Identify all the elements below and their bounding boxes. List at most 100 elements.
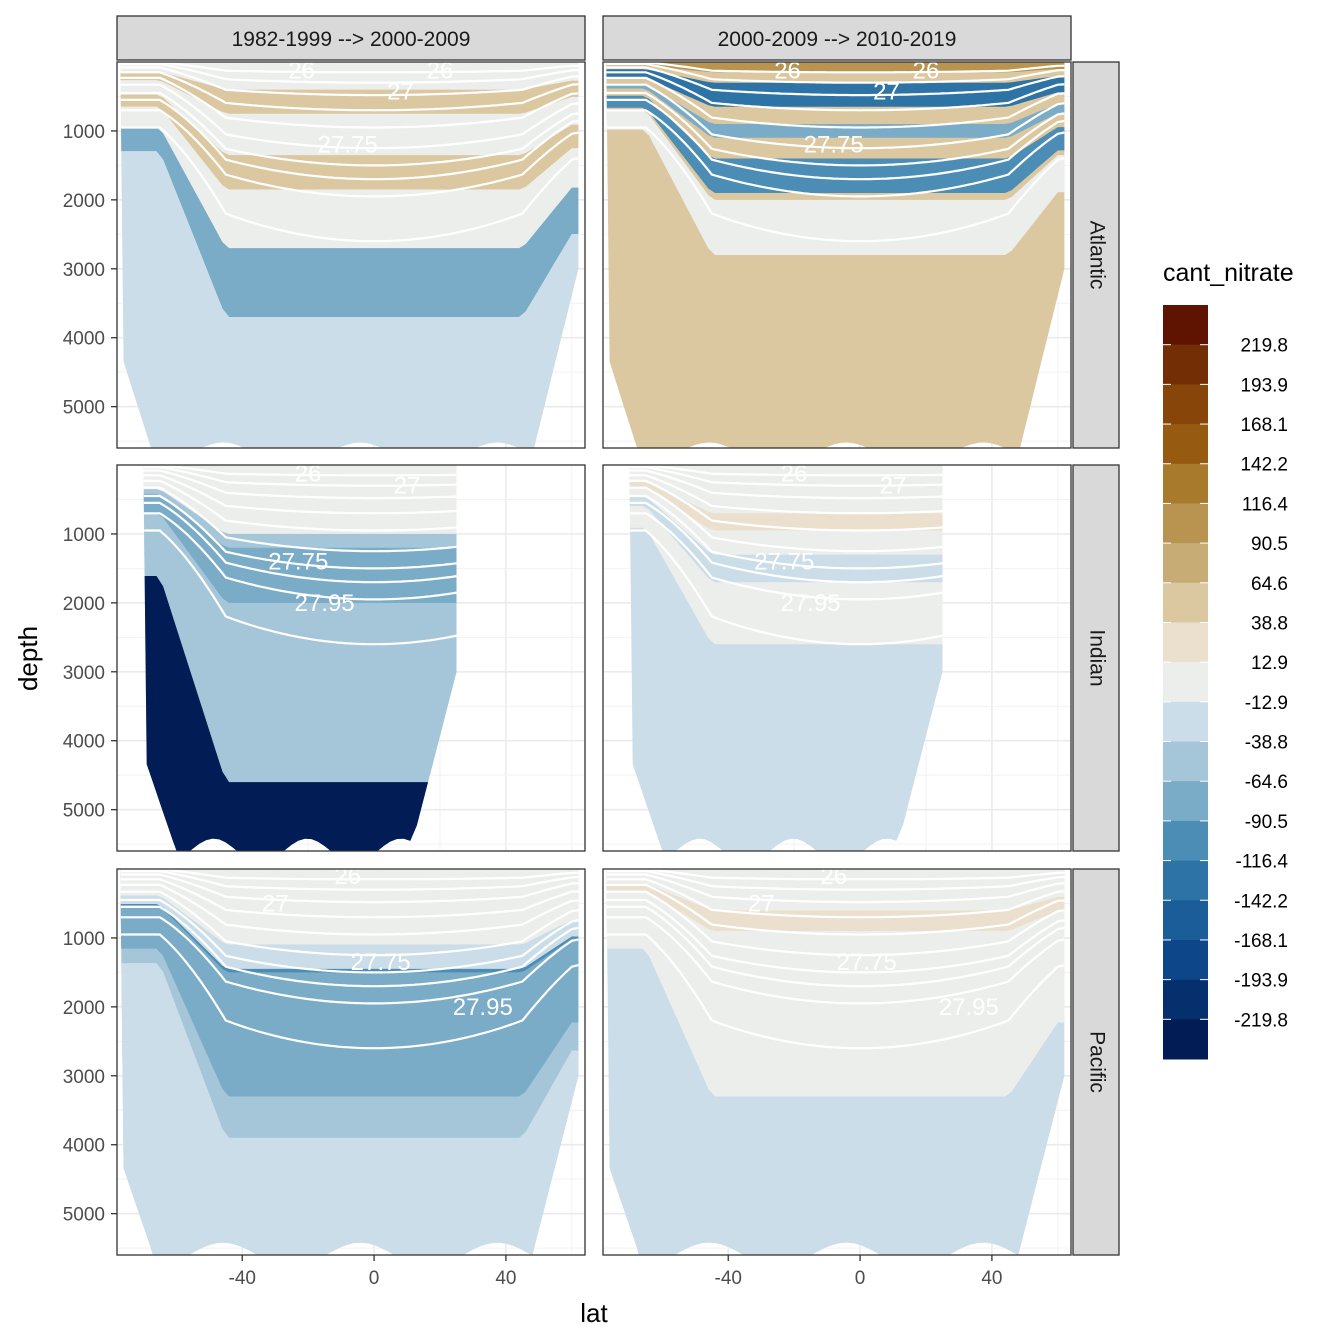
isopycnal-line bbox=[629, 494, 943, 570]
panel-pacific-1: 26 27 27.75 27.95 bbox=[602, 863, 1072, 1256]
isopycnal-line bbox=[120, 883, 579, 936]
isopycnal-line bbox=[606, 933, 1065, 1050]
contour-band bbox=[120, 94, 579, 190]
isopycnal-line bbox=[120, 898, 579, 974]
isopycnal-line bbox=[120, 62, 579, 84]
isopycnal-line bbox=[606, 71, 1065, 112]
section-fill bbox=[629, 465, 943, 851]
isopycnal-line bbox=[143, 486, 457, 553]
y-tick-label: 2000 bbox=[63, 191, 105, 212]
row-strip-indian bbox=[1072, 464, 1120, 852]
contour-band bbox=[120, 905, 579, 1097]
isopycnal-line bbox=[606, 916, 1065, 1005]
isopycnal-label: 27.75 bbox=[268, 549, 328, 576]
isopycnal-label: 26 bbox=[774, 57, 801, 84]
legend-swatch bbox=[1163, 582, 1208, 623]
legend-swatch bbox=[1163, 503, 1208, 544]
contour-band bbox=[143, 493, 457, 603]
contour-band bbox=[120, 151, 579, 448]
y-axis-title: depth bbox=[13, 626, 43, 691]
panel-border bbox=[602, 61, 1072, 449]
row-strip-pacific bbox=[1072, 868, 1120, 1256]
isopycnal-line bbox=[606, 873, 1065, 904]
x-tick-label: -40 bbox=[229, 1268, 256, 1289]
legend-label: 193.9 bbox=[1240, 375, 1288, 396]
isopycnal-label: 26 bbox=[781, 460, 808, 487]
isopycnal-line bbox=[606, 870, 1065, 891]
contour-band bbox=[143, 527, 457, 776]
contour-band bbox=[143, 465, 457, 534]
panel-border bbox=[116, 464, 586, 852]
isopycnal-line bbox=[143, 465, 457, 477]
panel-indian-1: 26 27 27.75 27.95 bbox=[602, 460, 1072, 852]
isopycnal-line bbox=[629, 469, 943, 500]
section-fill bbox=[120, 869, 579, 1255]
x-tick-label: 40 bbox=[981, 1268, 1002, 1289]
legend-swatch bbox=[1163, 344, 1208, 385]
contour-band bbox=[629, 481, 943, 531]
legend-swatch bbox=[1163, 662, 1208, 703]
isopycnal-label: 27.75 bbox=[351, 949, 411, 976]
isopycnal-line bbox=[143, 469, 457, 500]
isopycnal-line bbox=[606, 62, 1065, 84]
panel-atlantic-1: 26 26 27 27.75 bbox=[602, 57, 1072, 449]
isopycnal-line bbox=[629, 474, 943, 515]
isopycnal-line bbox=[120, 869, 579, 881]
isopycnal-line bbox=[120, 873, 579, 904]
isopycnal-label: 27.75 bbox=[837, 949, 897, 976]
isopycnal-line bbox=[606, 83, 1065, 150]
legend-label: -219.8 bbox=[1234, 1010, 1288, 1031]
isopycnal-label: 27.95 bbox=[939, 994, 999, 1021]
legend-label: -142.2 bbox=[1234, 891, 1288, 912]
isopycnal-line bbox=[629, 486, 943, 553]
legend-label: -193.9 bbox=[1234, 971, 1288, 992]
panel-border bbox=[602, 464, 1072, 852]
isopycnal-label: 26 bbox=[288, 57, 315, 84]
contour-band bbox=[606, 883, 1065, 931]
isopycnal-line bbox=[120, 933, 579, 1050]
isopycnal-line bbox=[120, 916, 579, 1005]
isopycnal-line bbox=[606, 878, 1065, 919]
panel-indian-0: 26 27 27.75 27.95 bbox=[116, 464, 586, 852]
x-tick-label: 0 bbox=[855, 1268, 866, 1289]
isopycnal-line bbox=[143, 512, 457, 601]
isopycnal-label: 27 bbox=[880, 473, 907, 500]
isopycnal-line bbox=[143, 529, 457, 646]
isopycnal-label: 27 bbox=[262, 890, 289, 917]
legend-label: -12.9 bbox=[1245, 693, 1288, 714]
contour-band bbox=[120, 963, 579, 1255]
legend-swatch bbox=[1163, 622, 1208, 663]
isopycnal-label: 27.95 bbox=[453, 994, 513, 1021]
contour-band bbox=[606, 69, 1065, 107]
legend-swatch bbox=[1163, 305, 1208, 346]
isopycnal-label: 27.75 bbox=[318, 132, 378, 159]
isopycnal-line bbox=[629, 512, 943, 601]
column-strip-1 bbox=[602, 15, 1072, 61]
isopycnal-line bbox=[120, 71, 579, 112]
contour-band bbox=[120, 895, 579, 973]
panel-border bbox=[116, 61, 586, 449]
y-tick-label: 1000 bbox=[63, 929, 105, 950]
isopycnal-label: 27 bbox=[394, 473, 421, 500]
isopycnal-line bbox=[606, 76, 1065, 129]
contour-band bbox=[606, 110, 1065, 255]
y-tick-label: 4000 bbox=[63, 1136, 105, 1157]
isopycnal-label: 27.75 bbox=[804, 132, 864, 159]
legend-swatch bbox=[1163, 1019, 1208, 1060]
isopycnal-label: 27 bbox=[748, 890, 775, 917]
column-strip-0 bbox=[116, 15, 586, 61]
isopycnal-label: 26 bbox=[427, 57, 454, 84]
y-tick-label: 4000 bbox=[63, 732, 105, 753]
legend-swatch bbox=[1163, 860, 1208, 901]
contour-band bbox=[606, 95, 1065, 193]
legend-swatch bbox=[1163, 979, 1208, 1020]
isopycnal-line bbox=[143, 474, 457, 515]
isopycnal-line bbox=[606, 66, 1065, 97]
isopycnal-line bbox=[606, 905, 1065, 988]
isopycnal-line bbox=[606, 890, 1065, 957]
isopycnal-line bbox=[606, 126, 1065, 243]
isopycnal-label: 26 bbox=[820, 863, 847, 890]
isopycnal-line bbox=[120, 870, 579, 891]
section-fill bbox=[120, 62, 579, 448]
isopycnal-line bbox=[606, 109, 1065, 198]
